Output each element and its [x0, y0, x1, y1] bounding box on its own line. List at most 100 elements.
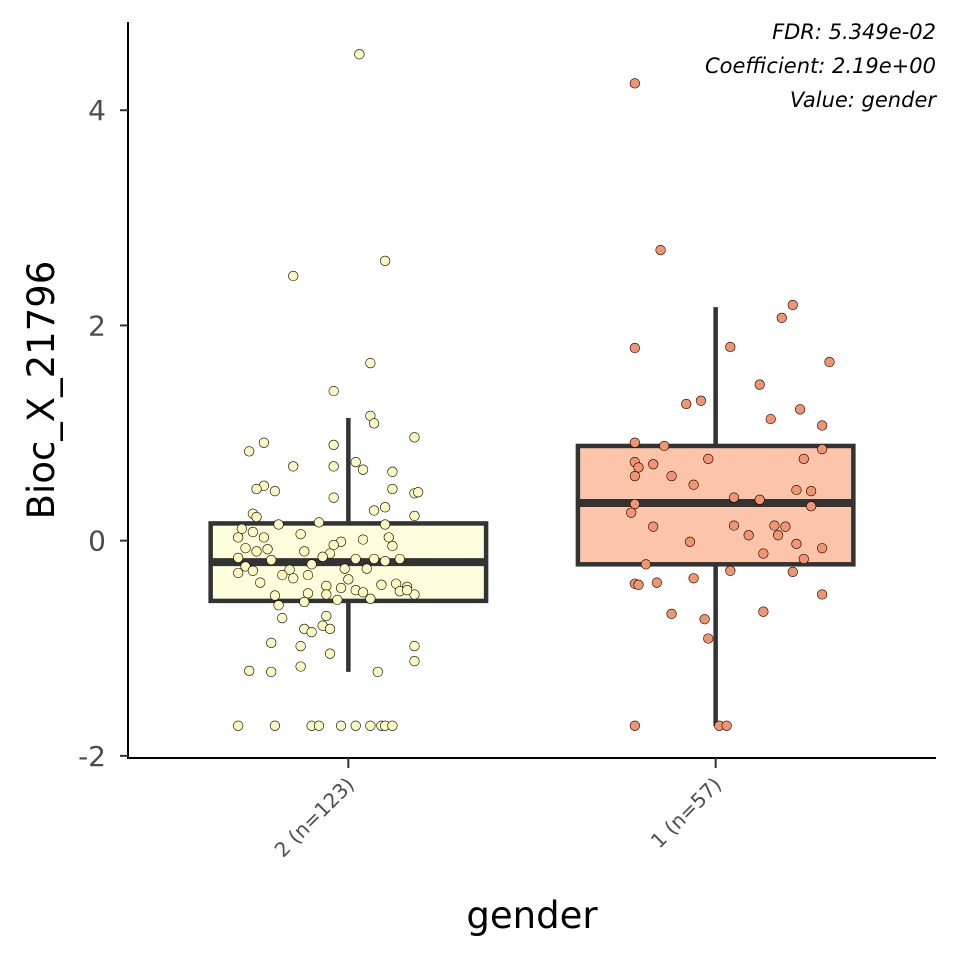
box-1-point-41	[240, 543, 251, 554]
box-2-point-45	[787, 566, 798, 577]
box-2-point-5	[629, 342, 640, 354]
box-1-point-44	[299, 546, 310, 557]
annotation-value: Value: gender	[790, 88, 938, 112]
boxes-layer	[208, 307, 856, 726]
box-2-point-43	[640, 559, 651, 570]
box-2-point-42	[798, 553, 809, 565]
y-tick-label-1: 0	[88, 525, 106, 558]
box-2-point-20	[703, 453, 714, 464]
box-1-point-77	[321, 589, 332, 600]
box-1-point-16	[387, 466, 398, 477]
box-2-point-12	[765, 413, 776, 425]
box-1-point-30	[273, 519, 284, 530]
box-1-point-56	[284, 564, 295, 575]
box-1-point-103	[350, 720, 361, 731]
box-2-point-27	[728, 492, 740, 503]
box-1-point-51	[368, 553, 380, 565]
box-1-point-96	[266, 666, 277, 678]
box-2-point-47	[651, 577, 662, 588]
box-1-point-50	[350, 553, 361, 565]
box-2-point-9	[681, 398, 692, 410]
box-2-point-29	[629, 498, 640, 510]
annotation-fdr: FDR: 5.349e-02	[772, 20, 936, 44]
box-1-point-90	[409, 640, 420, 652]
box-1-point-61	[277, 569, 288, 581]
box-1-point-9	[258, 437, 269, 448]
box-2-point-35	[780, 521, 791, 532]
box-2-point-53	[699, 614, 710, 625]
box-1-point-26	[251, 511, 262, 523]
box-1-point-18	[251, 483, 262, 495]
box-2-point-25	[791, 484, 802, 496]
box-1-point-92	[409, 656, 420, 667]
box-1-point-32	[236, 523, 247, 534]
box-1-point-104	[365, 720, 376, 731]
box-2-point-33	[728, 520, 740, 531]
box-1-point-80	[299, 596, 310, 608]
box-1-point-47	[233, 552, 244, 563]
box-2-point-50	[817, 589, 828, 600]
box-2-point-55	[629, 720, 640, 731]
box-2-point-7	[824, 356, 835, 368]
box-1-point-40	[328, 539, 339, 551]
box-1-point-8	[409, 432, 420, 443]
box-1-point-11	[244, 446, 255, 457]
box-2-point-1	[629, 78, 640, 89]
x-axis-title: gender	[466, 894, 598, 937]
box-1-point-37	[357, 534, 369, 545]
box-2-point-57	[721, 720, 732, 731]
x-ticks: 2 (n=123) 1 (n=57)	[270, 758, 726, 862]
box-1-point-42	[251, 546, 262, 557]
box-1-point-35	[233, 532, 244, 543]
box-1-point-65	[255, 577, 266, 588]
box-2-point-54	[703, 633, 714, 644]
box-1-point-55	[247, 565, 258, 576]
box-1-point-87	[306, 627, 317, 638]
box-2-point-32	[648, 521, 659, 532]
box-1-point-102	[335, 720, 347, 731]
box-2-point-4	[776, 312, 787, 324]
box-2-point-19	[633, 462, 644, 473]
box-2-point-13	[817, 420, 828, 431]
y-axis-title: Bioc_X_21796	[20, 261, 63, 520]
box-2-point-22	[629, 470, 640, 482]
box-1-point-33	[247, 526, 258, 538]
box-2-point-30	[806, 501, 817, 512]
box-1-point-78	[365, 593, 376, 604]
box-1-point-60	[233, 567, 244, 579]
box-1-point-34	[295, 529, 306, 540]
box-1-point-43	[262, 544, 273, 555]
box-1-point-67	[335, 582, 347, 594]
box-2-point-15	[659, 440, 670, 452]
box-2-point-46	[688, 573, 699, 584]
box-1-point-72	[357, 587, 369, 598]
box-2-point-38	[791, 538, 802, 549]
box-1-point-82	[273, 600, 284, 611]
box-1-point-24	[368, 505, 380, 516]
box-2-point-31	[626, 507, 637, 518]
box-1-point-94	[295, 661, 306, 672]
box-1-point-36	[258, 532, 269, 543]
box-2-point-2	[655, 245, 666, 256]
box-2-point-34	[769, 520, 780, 531]
box-2-point-37	[772, 530, 784, 541]
box-1-point-52	[379, 555, 391, 567]
box-1-point-89	[266, 637, 277, 648]
box-1-point-28	[379, 502, 391, 513]
box-2-point-39	[684, 536, 696, 547]
box-1-point-99	[269, 720, 281, 731]
box-2-point-24	[688, 479, 699, 490]
box-1-point-66	[321, 580, 332, 591]
x-tick-label-0: 2 (n=123)	[270, 773, 359, 862]
annotation-coefficient: Coefficient: 2.19e+00	[705, 54, 936, 78]
box-2-point-8	[754, 379, 765, 390]
box-1-point-97	[372, 666, 383, 678]
box-1-point-4	[365, 357, 376, 369]
box-1-point-13	[288, 461, 299, 472]
box-2-point-26	[806, 486, 817, 497]
box-1-point-20	[387, 483, 398, 495]
box-1-point-27	[409, 510, 420, 521]
box-2-point-44	[725, 565, 736, 576]
y-tick-label-2: 2	[88, 309, 106, 342]
